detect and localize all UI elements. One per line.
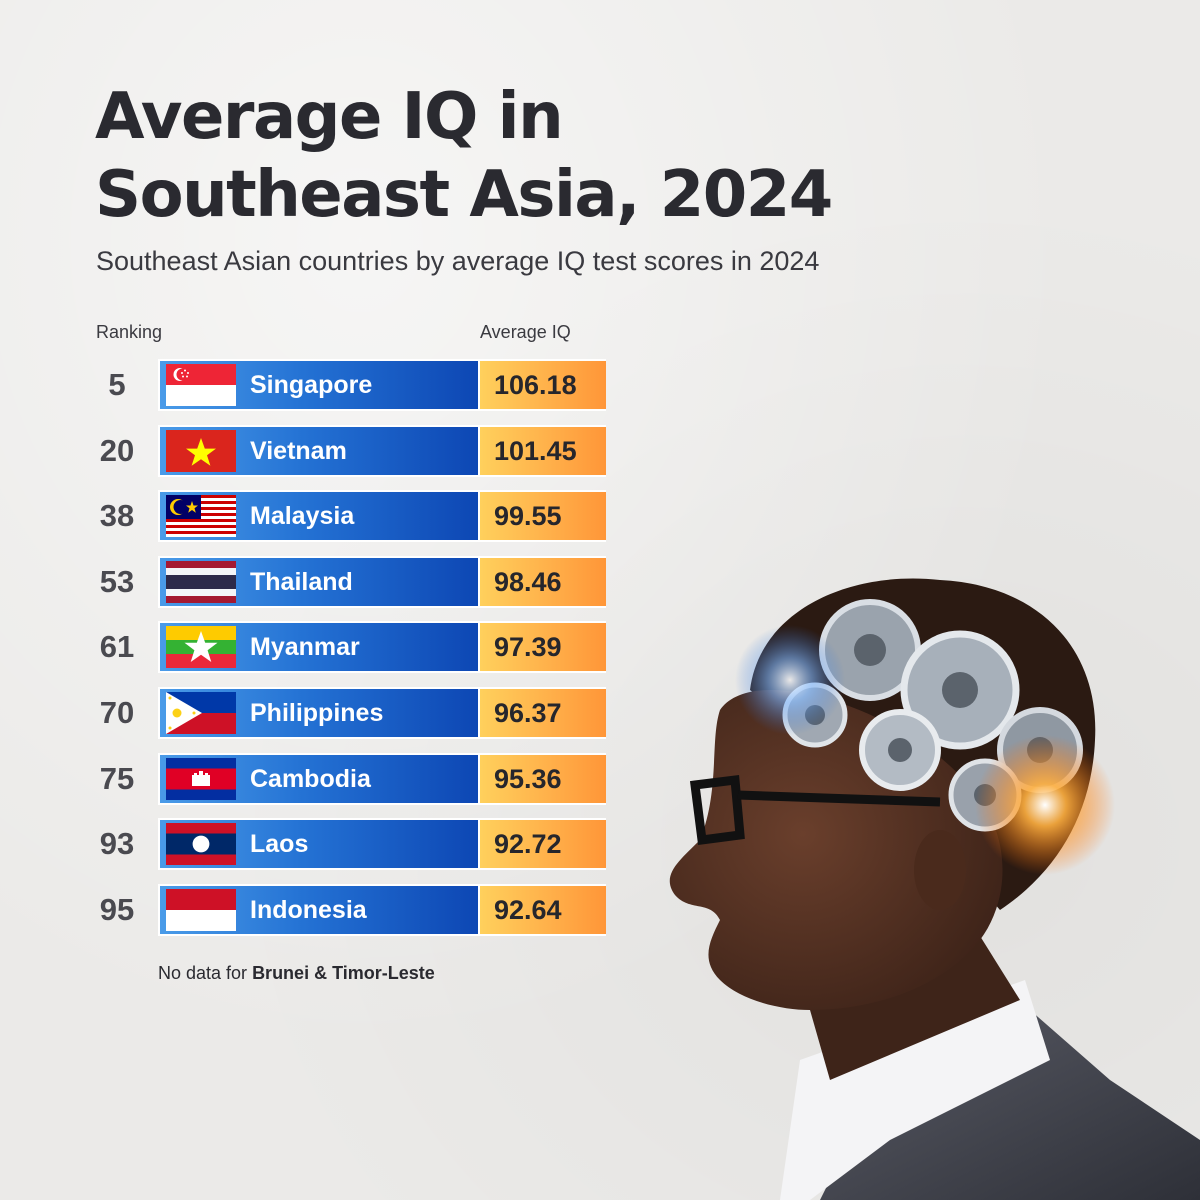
- rank-malaysia: 38: [99, 498, 135, 533]
- rank-philippines: 70: [99, 695, 135, 730]
- average-iq-value: 92.72: [494, 829, 562, 859]
- value-cell: 92.72: [480, 820, 606, 868]
- malaysia-flag-icon: [166, 495, 236, 537]
- value-cell: 99.55: [480, 492, 606, 540]
- country-name: Myanmar: [250, 633, 360, 661]
- country-name: Philippines: [250, 699, 384, 727]
- ranking-column-header: Ranking: [96, 322, 163, 342]
- rank-singapore: 5: [108, 367, 126, 402]
- value-cell: 96.37: [480, 689, 606, 737]
- shirt-collar-shape: [780, 980, 1050, 1200]
- country-cell: Indonesia: [160, 886, 478, 934]
- average-iq-value: 106.18: [494, 370, 577, 400]
- glasses-shape: [689, 774, 941, 846]
- average-iq-column-header: Average IQ: [480, 322, 571, 342]
- myanmar-flag-icon: [166, 626, 236, 668]
- table-row: Singapore 106.18: [158, 359, 606, 411]
- blue-glow-shape: [735, 625, 845, 735]
- country-cell: Vietnam: [160, 427, 478, 475]
- country-cell: Thailand: [160, 558, 478, 606]
- footnote-bold: Brunei & Timor-Leste: [252, 963, 435, 983]
- cambodia-flag-icon: [166, 758, 236, 800]
- country-cell: Malaysia: [160, 492, 478, 540]
- ranking-table: 5 Singapore 106.18 20 Vietnam 101.45 38 Malaysi…: [0, 0, 640, 960]
- country-cell: Philippines: [160, 689, 478, 737]
- value-cell: 98.46: [480, 558, 606, 606]
- average-iq-value: 96.37: [494, 698, 562, 728]
- title-line-1: Average IQ in: [95, 80, 564, 154]
- value-cell: 106.18: [480, 361, 606, 409]
- value-cell: 97.39: [480, 623, 606, 671]
- rank-vietnam: 20: [99, 433, 135, 468]
- vietnam-flag-icon: [166, 430, 236, 472]
- average-iq-value: 92.64: [494, 895, 562, 925]
- average-iq-value: 95.36: [494, 764, 562, 794]
- rank-thailand: 53: [99, 564, 135, 599]
- country-name: Malaysia: [250, 502, 355, 530]
- title-line-2: Southeast Asia, 2024: [95, 158, 833, 232]
- table-row: Indonesia 92.64: [158, 884, 606, 936]
- table-row: Laos 92.72: [158, 818, 606, 870]
- country-name: Thailand: [250, 568, 353, 596]
- average-iq-value: 98.46: [494, 567, 562, 597]
- average-iq-value: 101.45: [494, 436, 577, 466]
- chart-title: Average IQ in Southeast Asia, 2024: [95, 78, 833, 234]
- table-row: Vietnam 101.45: [158, 425, 606, 477]
- laos-flag-icon: [166, 823, 236, 865]
- country-name: Singapore: [250, 371, 373, 399]
- value-cell: 101.45: [480, 427, 606, 475]
- country-cell: Myanmar: [160, 623, 478, 671]
- country-cell: Laos: [160, 820, 478, 868]
- thailand-flag-icon: [166, 561, 236, 603]
- rank-laos: 93: [99, 826, 135, 861]
- country-name: Cambodia: [250, 765, 371, 793]
- table-row: Myanmar 97.39: [158, 621, 606, 673]
- chart-subtitle: Southeast Asian countries by average IQ …: [96, 246, 820, 276]
- table-row: Philippines 96.37: [158, 687, 606, 739]
- indonesia-flag-icon: [166, 889, 236, 931]
- country-name: Indonesia: [250, 896, 367, 924]
- philippines-flag-icon: [166, 692, 236, 734]
- orange-glow-shape: [975, 735, 1115, 875]
- average-iq-value: 99.55: [494, 501, 562, 531]
- country-name: Vietnam: [250, 437, 347, 465]
- ear-shape: [914, 830, 966, 910]
- average-iq-value: 97.39: [494, 632, 562, 662]
- rank-cambodia: 75: [99, 761, 135, 796]
- portrait-illustration: [669, 578, 1200, 1200]
- table-row: Cambodia 95.36: [158, 753, 606, 805]
- rank-indonesia: 95: [99, 892, 135, 927]
- rank-myanmar: 61: [99, 629, 135, 664]
- value-cell: 92.64: [480, 886, 606, 934]
- table-row: Thailand 98.46: [158, 556, 606, 608]
- country-cell: Cambodia: [160, 755, 478, 803]
- table-row: Malaysia 99.55: [158, 490, 606, 542]
- footnote-prefix: No data for: [158, 963, 253, 983]
- country-cell: Singapore: [160, 361, 478, 409]
- value-cell: 95.36: [480, 755, 606, 803]
- footnote: No data for Brunei & Timor-Leste: [158, 963, 435, 984]
- country-name: Laos: [250, 830, 309, 858]
- singapore-flag-icon: [166, 364, 236, 406]
